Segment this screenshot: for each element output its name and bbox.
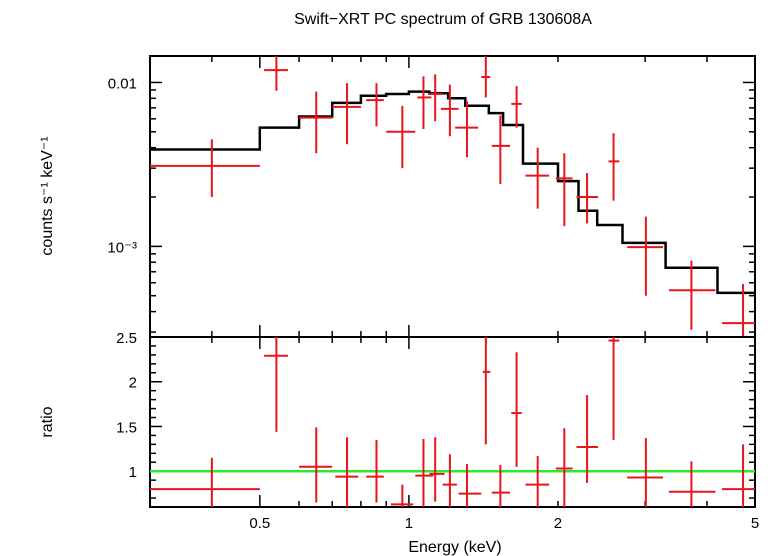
spectrum-point <box>576 173 599 224</box>
spectrum-point <box>386 105 416 169</box>
x-tick-label: 0.5 <box>249 515 270 532</box>
ratio-point <box>525 456 550 507</box>
ratio-point <box>335 437 359 507</box>
spectrum-point <box>150 139 260 198</box>
ratio-point <box>264 337 289 432</box>
spectrum-point <box>429 74 443 122</box>
spectrum-point <box>511 86 522 128</box>
spectrum-ylabel: counts s⁻¹ keV⁻¹ <box>39 136 56 255</box>
ratio-point <box>415 439 434 507</box>
ratio-point <box>555 428 573 507</box>
spectrum-point <box>668 260 716 330</box>
spectrum-point <box>491 115 510 185</box>
spectrum-point <box>481 56 491 98</box>
ratio-point <box>429 437 445 502</box>
model-step-line <box>150 90 755 295</box>
ratio-ticks: 0.5 1 2 5 2.5 2 1.5 1 <box>116 330 759 532</box>
ratio-point <box>482 337 491 445</box>
ratio-point <box>491 464 510 507</box>
ratio-panel: 0.5 1 2 5 2.5 2 1.5 1 ratio Energy (keV) <box>39 330 759 556</box>
ratio-point <box>390 484 414 507</box>
ratio-ytick-label: 2 <box>129 375 137 392</box>
spectrum-point <box>264 56 289 91</box>
spectrum-point <box>608 133 620 201</box>
ratio-point <box>722 444 755 507</box>
ratio-points <box>150 337 755 507</box>
ratio-point <box>511 352 522 467</box>
x-tick-label: 5 <box>751 515 759 532</box>
spectrum-point <box>299 91 333 154</box>
spectrum-ytick-label: 10⁻³ <box>107 239 137 256</box>
spectrum-point <box>440 84 459 137</box>
spectrum-points <box>150 56 755 337</box>
x-axis-label: Energy (keV) <box>408 539 501 556</box>
spectrum-point <box>525 147 550 209</box>
ratio-point <box>442 454 457 507</box>
chart-title: Swift−XRT PC spectrum of GRB 130608A <box>294 11 592 28</box>
spectrum-point <box>417 76 432 130</box>
spectrum-ytick-label: 0.01 <box>108 75 137 92</box>
ratio-point <box>608 337 620 440</box>
spectrum-model <box>150 90 755 295</box>
ratio-point <box>458 464 482 507</box>
ratio-ytick-label: 1.5 <box>116 419 137 436</box>
ratio-point <box>576 395 599 483</box>
spectrum-point <box>332 83 361 145</box>
ratio-ytick-label: 2.5 <box>116 330 137 347</box>
ratio-point <box>668 461 716 507</box>
spectrum-point <box>555 153 573 227</box>
x-tick-label: 1 <box>405 515 413 532</box>
ratio-ylabel: ratio <box>39 406 56 437</box>
ratio-ytick-label: 1 <box>129 464 137 481</box>
x-tick-label: 2 <box>554 515 562 532</box>
ratio-point <box>627 438 664 507</box>
ratio-point <box>150 457 260 507</box>
spectrum-panel: 0.01 10⁻³ counts s⁻¹ keV⁻¹ <box>39 55 756 338</box>
spectrum-point <box>627 216 664 296</box>
spectrum-point <box>455 101 479 158</box>
spectrum-ticks: 0.01 10⁻³ <box>107 56 755 337</box>
ratio-frame <box>149 336 756 508</box>
spectrum-point <box>722 283 755 337</box>
ratio-point <box>299 427 333 503</box>
ratio-point <box>366 439 384 503</box>
spectrum-point <box>366 83 384 127</box>
